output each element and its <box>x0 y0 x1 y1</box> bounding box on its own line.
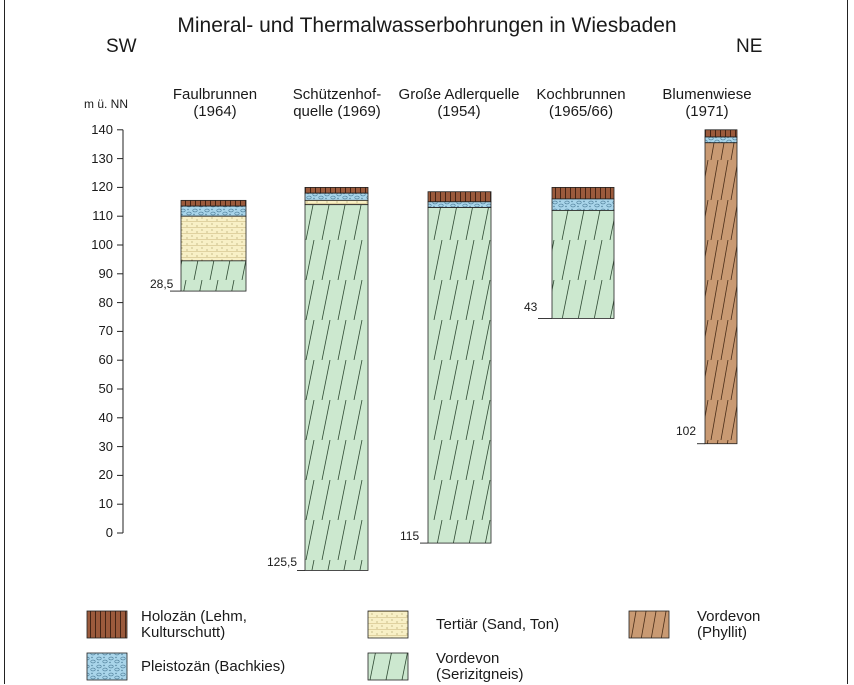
y-axis-tick-label: 90 <box>98 265 113 281</box>
y-axis-tick-label: 110 <box>92 208 113 224</box>
legend-swatch-tertiaer <box>367 610 409 639</box>
depth-label-grosse-adlerquelle: 115 <box>400 529 420 543</box>
layer-holozaen <box>551 186 615 200</box>
legend-label-pleistozaen: Pleistozän (Bachkies) <box>141 658 286 675</box>
layer-holozaen <box>304 186 369 194</box>
borehole-columns <box>170 129 738 571</box>
y-axis-tick-label: 10 <box>98 496 113 512</box>
layer-vordevon_serizitgneis <box>427 207 492 544</box>
legend-swatch-serizitgneis <box>367 652 409 681</box>
figure-frame <box>4 0 848 684</box>
layer-tertiaer <box>180 215 247 262</box>
y-axis <box>117 129 124 534</box>
figure-title: Mineral- und Thermalwasserbohrungen in W… <box>177 14 677 37</box>
depth-label-blumenwiese: 102 <box>676 424 697 438</box>
y-axis-tick-label: 0 <box>105 525 113 540</box>
y-axis-tick-label: 20 <box>98 467 113 483</box>
y-axis-tick-label: 30 <box>98 438 113 454</box>
legend-swatch-pleistozaen <box>86 652 128 681</box>
borehole-name-blumenwiese: Blumenwiese (1971) <box>662 86 752 120</box>
borehole-name-schuetzenhofquelle: Schützenhof- quelle (1969) <box>292 86 382 120</box>
borehole-column <box>170 199 247 292</box>
legend-label-phyllit: Vordevon (Phyllit) <box>697 608 761 641</box>
legend-label-serizitgneis: Vordevon (Serizitgneis) <box>436 650 524 683</box>
layer-holozaen <box>180 199 247 207</box>
borehole-name-kochbrunnen: Kochbrunnen (1965/66) <box>536 86 626 120</box>
legend-label-tertiaer: Tertiär (Sand, Ton) <box>436 616 560 633</box>
y-axis-tick-label: 120 <box>91 179 113 195</box>
y-axis-tick-label: 40 <box>98 409 113 425</box>
borehole-name-grosse-adlerquelle: Große Adlerquelle (1954) <box>398 86 520 120</box>
borehole-name-faulbrunnen: Faulbrunnen (1964) <box>172 86 258 120</box>
y-axis-tick-label: 60 <box>98 352 113 368</box>
layer-vordevon_serizitgneis <box>180 260 247 292</box>
y-axis-tick-label: 130 <box>91 150 113 166</box>
y-axis-tick-label: 100 <box>91 237 113 252</box>
layer-pleistozaen <box>551 198 615 211</box>
layer-pleistozaen <box>180 205 247 217</box>
layer-holozaen <box>427 191 492 203</box>
layer-vordevon_phyllit <box>704 142 738 445</box>
legend-swatch-phyllit <box>628 610 670 639</box>
depth-label-schuetzenhofquelle: 125,5 <box>267 555 298 569</box>
direction-sw: SW <box>106 36 137 57</box>
borehole-column <box>297 186 369 571</box>
y-axis-tick-label: 80 <box>98 294 113 310</box>
depth-label-faulbrunnen: 28,5 <box>150 277 174 291</box>
layer-vordevon_serizitgneis <box>304 204 369 571</box>
depth-label-kochbrunnen: 43 <box>524 300 538 314</box>
borehole-column <box>538 186 615 319</box>
y-axis-tick-label: 70 <box>98 323 113 339</box>
layer-tertiaer <box>304 199 369 206</box>
layer-vordevon_serizitgneis <box>551 210 615 319</box>
layer-pleistozaen <box>304 192 369 201</box>
layer-holozaen <box>704 129 738 138</box>
layer-pleistozaen <box>704 136 738 144</box>
y-axis-tick-label: 50 <box>98 381 113 396</box>
legend-label-holozaen: Holozän (Lehm, Kulturschutt) <box>141 608 247 641</box>
y-axis-tick-label: 140 <box>91 121 113 137</box>
borehole-column <box>697 129 738 445</box>
y-axis-label: m ü. NN <box>84 97 129 111</box>
borehole-column <box>420 191 492 544</box>
direction-ne: NE <box>736 36 763 57</box>
legend-swatch-holozaen <box>86 610 128 639</box>
layer-pleistozaen <box>427 201 492 208</box>
